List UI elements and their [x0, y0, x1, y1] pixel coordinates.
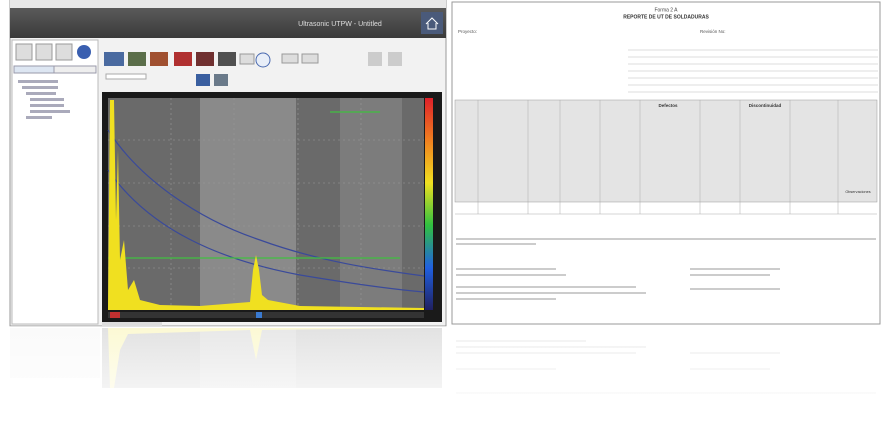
menu-bar — [10, 0, 446, 8]
tool-button[interactable] — [282, 54, 298, 63]
tool-button[interactable] — [174, 52, 192, 66]
tool-button[interactable] — [196, 74, 210, 86]
tree-item[interactable] — [26, 116, 52, 119]
tree-item[interactable] — [30, 104, 64, 107]
dropdown[interactable] — [106, 74, 146, 79]
tree-item[interactable] — [30, 98, 64, 101]
text-line — [690, 274, 770, 276]
reflection-fade — [0, 326, 882, 427]
screen: Ultrasonic UTPW - Untitled — [0, 0, 882, 427]
tool-button[interactable] — [16, 44, 32, 60]
a-scan — [102, 92, 442, 322]
tool-button[interactable] — [36, 44, 52, 60]
gate-band — [200, 98, 296, 310]
tool-button[interactable] — [196, 52, 214, 66]
tree-item[interactable] — [22, 86, 58, 89]
status-bar — [102, 322, 162, 326]
report-document: Forma 2 A REPORTE DE UT DE SOLDADURAS Pr… — [452, 2, 880, 324]
tool-button[interactable] — [218, 52, 236, 66]
tree-item[interactable] — [26, 92, 56, 95]
tool-button[interactable] — [104, 52, 124, 66]
color-scale — [425, 98, 433, 310]
home-button[interactable] — [421, 12, 443, 34]
panel-tab[interactable] — [54, 66, 96, 73]
tool-button[interactable] — [240, 54, 254, 64]
text-line — [456, 274, 566, 276]
report-title: REPORTE DE UT DE SOLDADURAS — [623, 14, 709, 20]
axis-marker — [110, 312, 120, 318]
text-line — [690, 288, 780, 290]
text-line — [456, 286, 636, 288]
tree-item[interactable] — [18, 80, 58, 83]
axis-marker — [256, 312, 262, 318]
table-group-header: Defectos — [658, 103, 678, 108]
x-axis-strip — [108, 312, 424, 318]
text-line — [456, 238, 876, 240]
page: Ultrasonic UTPW - Untitled — [0, 0, 882, 427]
tool-button[interactable] — [150, 52, 168, 66]
window-title: Ultrasonic UTPW - Untitled — [298, 21, 382, 28]
column-header: Observaciones — [845, 190, 870, 194]
tool-button[interactable] — [256, 53, 270, 67]
field-label: Revisión No: — [700, 29, 726, 34]
text-line — [456, 298, 556, 300]
field-label: Proyecto: — [458, 29, 477, 34]
tool-button[interactable] — [77, 45, 91, 59]
tool-button[interactable] — [368, 52, 382, 66]
tree-item[interactable] — [30, 110, 70, 113]
text-line — [456, 292, 646, 294]
tool-button[interactable] — [56, 44, 72, 60]
gate-band — [340, 98, 402, 310]
tool-button[interactable] — [302, 54, 318, 63]
table-group-header: Discontinuidad — [749, 103, 782, 108]
app-window: Ultrasonic UTPW - Untitled — [10, 0, 446, 326]
text-line — [456, 268, 556, 270]
tool-button[interactable] — [214, 74, 228, 86]
panel-tab[interactable] — [14, 66, 54, 73]
table-header — [455, 100, 877, 202]
text-line — [456, 243, 536, 245]
form-number: Forma 2 A — [654, 7, 678, 13]
tool-button[interactable] — [128, 52, 146, 66]
tool-button[interactable] — [388, 52, 402, 66]
text-line — [690, 268, 780, 270]
